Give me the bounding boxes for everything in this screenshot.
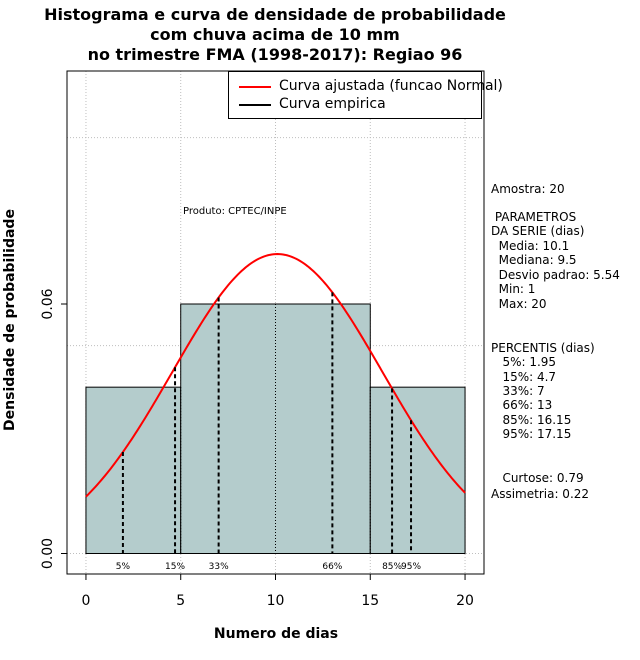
legend-label-fitted: Curva ajustada (funcao Normal) — [279, 78, 503, 94]
normal-curve — [85, 253, 466, 498]
histogram-bar — [85, 386, 182, 554]
legend-item-empirical: Curva empirica — [229, 96, 481, 114]
legend-label-empirical: Curva empirica — [279, 96, 386, 112]
assimetria: Assimetria: 0.22 — [491, 487, 590, 501]
percentile-label: 15% — [165, 562, 185, 572]
percentile-label: 85% — [382, 562, 402, 572]
percentil-95: 95%: 17.15 — [491, 427, 572, 441]
x-tick-label: 10 — [267, 593, 285, 609]
percentil-15: 15%: 4.7 — [491, 370, 557, 384]
chart-title-line-2: com chuva acima de 10 mm — [150, 25, 400, 44]
percentile-label: 5% — [116, 562, 131, 572]
x-tick-label: 0 — [81, 593, 90, 609]
legend: Curva ajustada (funcao Normal) Curva emp… — [228, 71, 503, 119]
legend-swatch-black — [239, 104, 271, 106]
legend-item-fitted: Curva ajustada (funcao Normal) — [229, 78, 503, 96]
y-axis-label: Densidade de probabilidade — [2, 209, 18, 431]
bin-center-lines — [180, 304, 371, 554]
percentile-label: 95% — [401, 562, 421, 572]
x-axis-label: Numero de dias — [214, 626, 338, 642]
percentis-header: PERCENTIS (dias) — [491, 341, 595, 355]
param-min: Min: 1 — [491, 282, 536, 296]
x-tick-label: 15 — [361, 593, 379, 609]
percentile-label: 33% — [209, 562, 229, 572]
percentil-66: 66%: 13 — [491, 398, 553, 412]
y-tick-label: 0.00 — [40, 538, 56, 569]
percentil-5: 5%: 1.95 — [491, 355, 557, 369]
histogram-bars — [85, 303, 466, 554]
sample-size: Amostra: 20 — [491, 182, 565, 196]
param-mediana: Mediana: 9.5 — [491, 253, 577, 267]
curtose: Curtose: 0.79 — [491, 471, 584, 485]
y-tick-label: 0.06 — [40, 288, 56, 319]
histogram-bar — [369, 386, 466, 554]
percentile-label: 66% — [322, 562, 342, 572]
x-tick-label: 20 — [456, 593, 474, 609]
param-desvio: Desvio padrao: 5.54 — [491, 268, 620, 282]
param-media: Media: 10.1 — [491, 239, 570, 253]
params-header-1: PARAMETROS — [491, 210, 577, 224]
histogram-bar — [180, 303, 371, 554]
chart-title-line-1: Histograma e curva de densidade de proba… — [44, 5, 506, 24]
params-header-2: DA SERIE (dias) — [491, 224, 585, 238]
normal-curve-layer — [85, 253, 466, 498]
percentil-33: 33%: 7 — [491, 384, 545, 398]
x-tick-label: 5 — [176, 593, 185, 609]
legend-swatch-red — [239, 86, 271, 88]
percentile-lines: 5% 15% 33% 66% 85%95% — [116, 292, 421, 572]
chart-title-line-3: no trimestre FMA (1998-2017): Regiao 96 — [87, 45, 463, 64]
param-max: Max: 20 — [491, 297, 547, 311]
percentil-85: 85%: 16.15 — [491, 413, 572, 427]
product-annotation: Produto: CPTEC/INPE — [183, 206, 287, 217]
